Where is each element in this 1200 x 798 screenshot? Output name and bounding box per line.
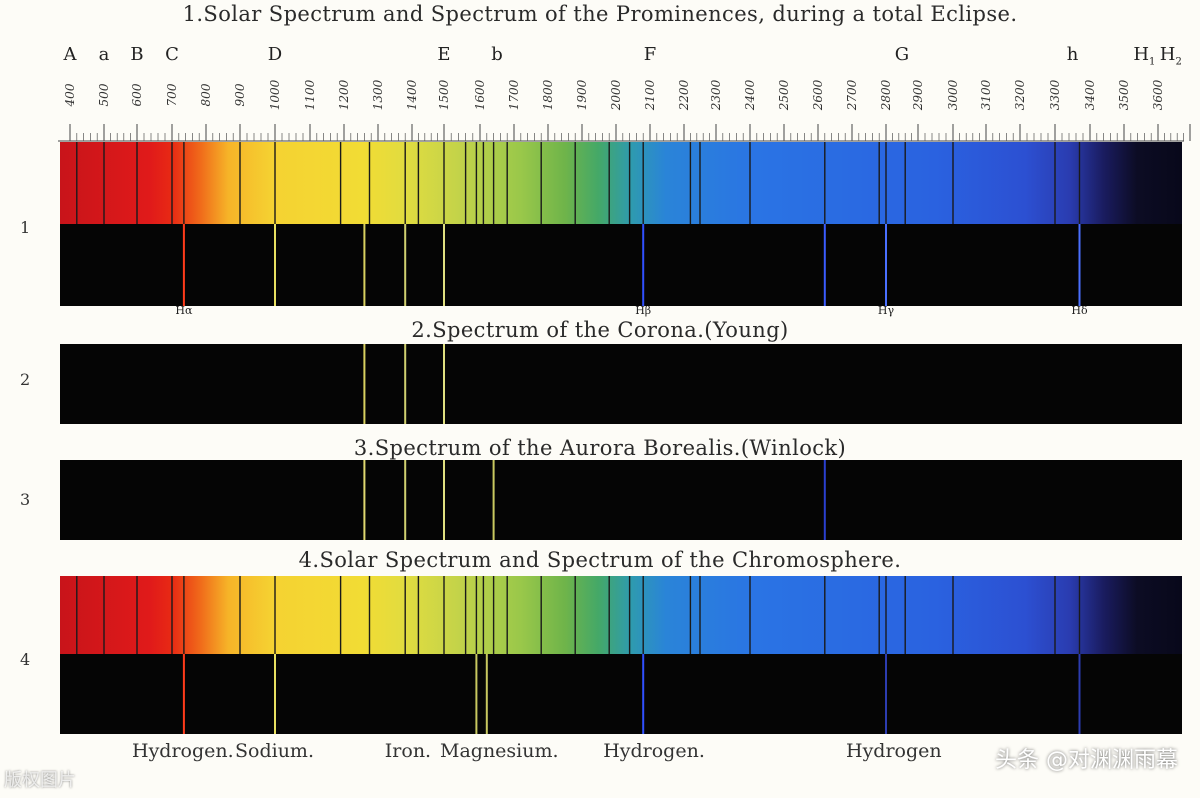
hydrogen-line-label: Hα xyxy=(175,304,193,317)
row-number-1: 1 xyxy=(20,218,31,237)
row-number-2: 2 xyxy=(20,370,31,389)
fraunhofer-letter-text: A xyxy=(63,44,77,65)
row-number-4: 4 xyxy=(20,650,31,669)
fraunhofer-letter: D xyxy=(268,44,282,65)
fraunhofer-letter-text: b xyxy=(491,44,503,65)
solar-spectrum-band-4 xyxy=(60,576,1182,654)
fraunhofer-letter: G xyxy=(895,44,909,65)
watermark-left: 版权图片 xyxy=(4,770,76,791)
fraunhofer-letter: a xyxy=(99,44,110,65)
title-1: 1.Solar Spectrum and Spectrum of the Pro… xyxy=(182,2,1018,26)
fraunhofer-letter-sub: 1 xyxy=(1149,56,1156,68)
fraunhofer-letter: E xyxy=(437,44,450,65)
fraunhofer-letter: b xyxy=(491,44,503,65)
element-label: Sodium. xyxy=(235,740,314,762)
fraunhofer-letter-text: H xyxy=(1159,44,1176,65)
hydrogen-line-label: Hβ xyxy=(635,304,652,317)
emission-lines-3 xyxy=(363,460,826,540)
title-3: 3.Spectrum of the Aurora Borealis.(Winlo… xyxy=(353,436,847,460)
element-label: Hydrogen. xyxy=(603,740,705,762)
watermark: 头条 @对渊渊雨幕 xyxy=(995,748,1178,773)
absorption-lines-4 xyxy=(76,576,1081,654)
fraunhofer-letter-text: G xyxy=(894,44,910,65)
fraunhofer-letter-text: a xyxy=(98,44,110,65)
solar-spectrum-band-1 xyxy=(60,142,1182,224)
fraunhofer-letter: H1 xyxy=(1133,44,1155,68)
fraunhofer-letter-text: C xyxy=(165,44,179,65)
element-label: Iron. xyxy=(384,740,432,762)
fraunhofer-letter: C xyxy=(165,44,179,65)
emission-lines-2 xyxy=(363,344,445,424)
title-4: 4.Solar Spectrum and Spectrum of the Chr… xyxy=(298,548,902,572)
chromosphere-spectrum-band xyxy=(60,654,1182,734)
prominence-spectrum-band xyxy=(60,224,1182,306)
hydrogen-line-label: Hγ xyxy=(877,304,895,317)
hydrogen-line-label: Hδ xyxy=(1071,304,1088,317)
absorption-lines-1 xyxy=(76,142,1081,224)
element-label: Hydrogen xyxy=(846,740,942,762)
emission-lines-1 xyxy=(182,224,1081,306)
fraunhofer-letter-sub: 2 xyxy=(1175,56,1182,68)
corona-spectrum-band xyxy=(60,344,1182,424)
fraunhofer-letter: h xyxy=(1067,44,1079,65)
wavelength-scale-ruler xyxy=(58,124,1191,142)
element-label: Hydrogen. xyxy=(132,740,234,762)
fraunhofer-letter-text: H xyxy=(1133,44,1150,65)
fraunhofer-letter-text: h xyxy=(1066,44,1079,65)
fraunhofer-letter-text: D xyxy=(267,44,283,65)
fraunhofer-letter: H2 xyxy=(1160,44,1182,68)
fraunhofer-letter: A xyxy=(64,44,77,65)
row-number-3: 3 xyxy=(20,490,31,509)
element-label: Magnesium. xyxy=(440,740,559,762)
aurora-spectrum-band xyxy=(60,460,1182,540)
fraunhofer-letter: B xyxy=(130,44,143,65)
emission-lines-4 xyxy=(182,654,1081,734)
fraunhofer-letter: F xyxy=(644,44,657,65)
fraunhofer-letter-text: F xyxy=(643,44,657,65)
title-2: 2.Spectrum of the Corona.(Young) xyxy=(411,318,789,342)
fraunhofer-letter-text: E xyxy=(437,44,451,65)
fraunhofer-letter-text: B xyxy=(130,44,144,65)
